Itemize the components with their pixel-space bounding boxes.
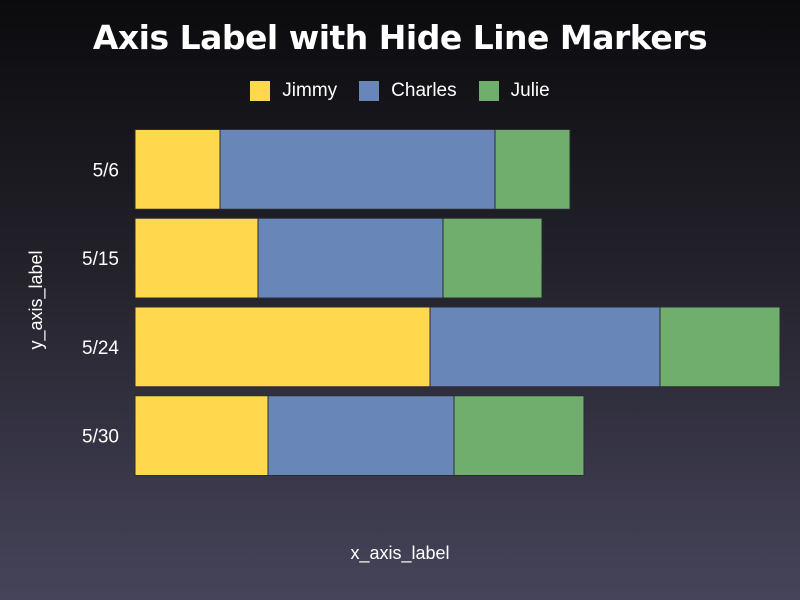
bar-charles-3[interactable] xyxy=(267,395,455,476)
y-tick-label: 5/24 xyxy=(82,338,119,359)
bar-jimmy-1[interactable] xyxy=(134,217,259,299)
legend-swatch-julie xyxy=(478,81,499,101)
bar-charles-1[interactable] xyxy=(257,217,444,299)
legend-swatch-charles xyxy=(359,81,380,101)
bar-charles-0[interactable] xyxy=(219,129,496,210)
legend-label-julie: Julie xyxy=(510,80,550,101)
bar-julie-1[interactable] xyxy=(442,217,543,299)
bar-julie-0[interactable] xyxy=(494,129,571,210)
y-tick-label: 5/30 xyxy=(82,427,119,448)
legend: Jimmy Charles Julie xyxy=(0,80,800,102)
legend-swatch-jimmy xyxy=(250,81,271,101)
bar-charles-2[interactable] xyxy=(429,306,661,388)
legend-label-charles: Charles xyxy=(391,80,457,101)
bar-julie-2[interactable] xyxy=(659,306,781,388)
bar-julie-3[interactable] xyxy=(453,395,585,476)
y-tick-label: 5/15 xyxy=(82,249,119,270)
legend-item-charles[interactable]: Charles xyxy=(359,80,457,102)
y-tick-label: 5/6 xyxy=(93,160,119,181)
legend-label-jimmy: Jimmy xyxy=(282,80,338,101)
bar-jimmy-0[interactable] xyxy=(134,129,221,210)
chart-title: Axis Label with Hide Line Markers xyxy=(92,18,708,57)
bars-group xyxy=(134,129,781,476)
bar-jimmy-3[interactable] xyxy=(134,395,269,476)
legend-item-jimmy[interactable]: Jimmy xyxy=(250,80,337,102)
bar-jimmy-2[interactable] xyxy=(134,306,431,388)
legend-item-julie[interactable]: Julie xyxy=(478,80,550,102)
x-axis-label: x_axis_label xyxy=(350,543,449,564)
y-tick-labels: 5/6 5/15 5/24 5/30 xyxy=(82,160,119,447)
y-axis-label: y_axis_label xyxy=(26,250,47,349)
